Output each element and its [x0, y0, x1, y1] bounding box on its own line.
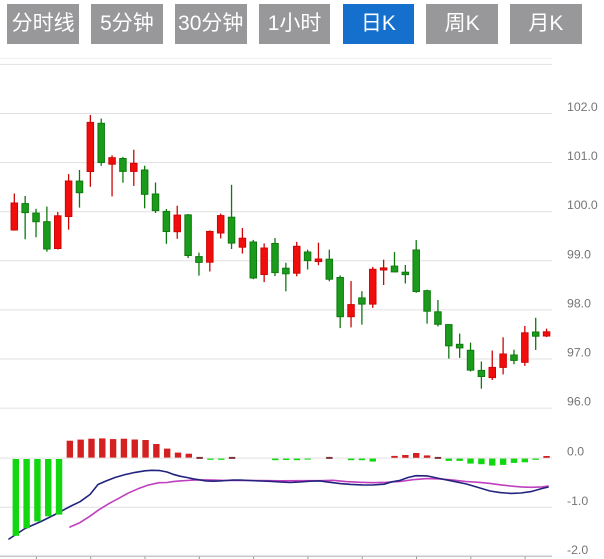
svg-text:-1.0: -1.0 — [567, 494, 588, 508]
svg-text:99.0: 99.0 — [567, 247, 591, 261]
svg-text:0.0: 0.0 — [567, 445, 584, 459]
svg-text:100.0: 100.0 — [567, 198, 598, 212]
svg-text:102.0: 102.0 — [567, 100, 598, 114]
svg-text:96.0: 96.0 — [567, 395, 591, 409]
svg-text:-2.0: -2.0 — [567, 543, 588, 557]
svg-text:97.0: 97.0 — [567, 346, 591, 360]
svg-text:98.0: 98.0 — [567, 296, 591, 310]
svg-text:101.0: 101.0 — [567, 149, 598, 163]
